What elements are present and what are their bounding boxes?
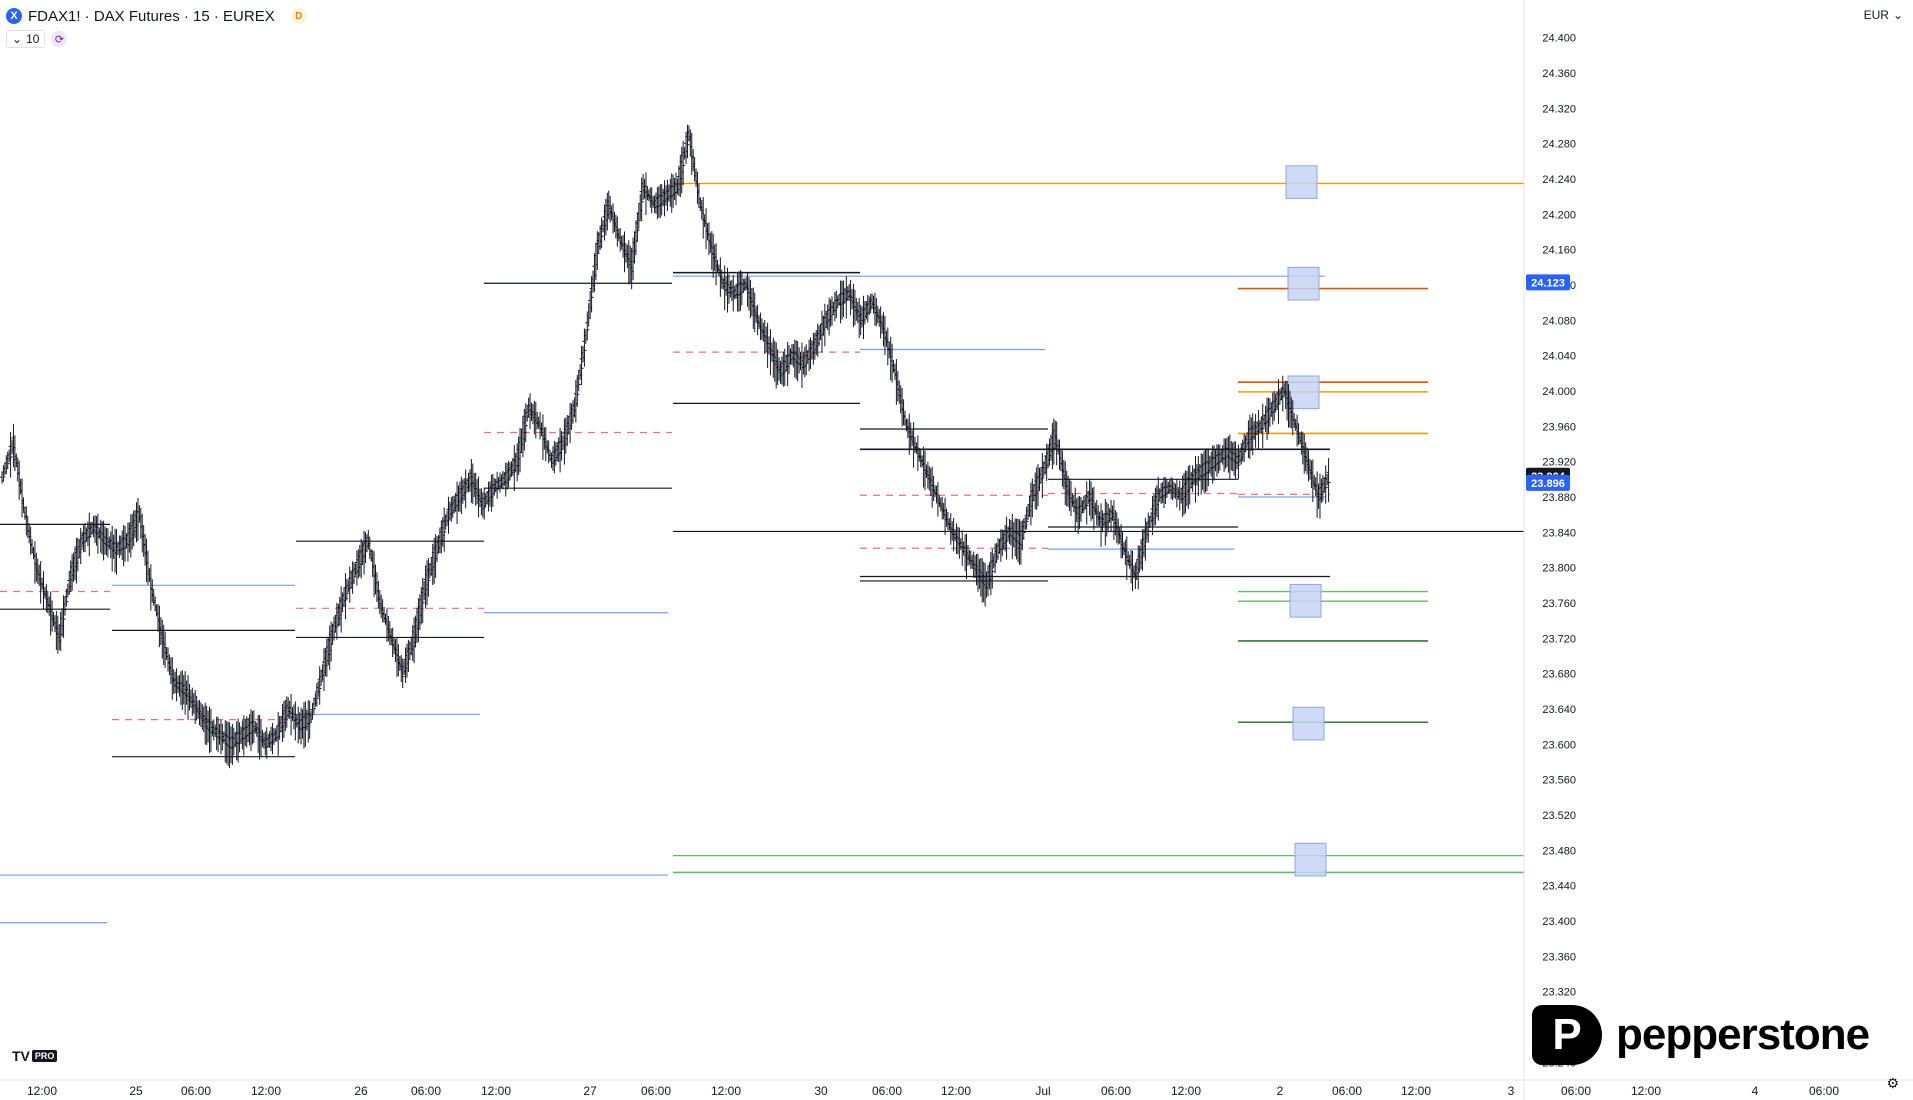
price-label-tag xyxy=(1526,274,1570,291)
x-tick-label: 3 xyxy=(1508,1084,1515,1098)
y-tick-label: 23.640 xyxy=(1542,704,1576,716)
y-tick-label: 24.200 xyxy=(1542,209,1576,221)
x-tick-label: 06:00 xyxy=(641,1084,671,1098)
zone-boxes xyxy=(1285,165,1327,877)
y-tick-label: 23.600 xyxy=(1542,739,1576,751)
currency-label: EUR xyxy=(1863,8,1889,22)
price-label-text: 24.123 xyxy=(1531,277,1565,289)
tv-mark: TV xyxy=(12,1048,30,1064)
y-tick-label: 24.080 xyxy=(1542,315,1576,327)
y-tick-label: 23.760 xyxy=(1542,598,1576,610)
x-tick-label: 06:00 xyxy=(181,1084,211,1098)
y-tick-label: 23.440 xyxy=(1542,881,1576,893)
y-tick-label: 23.880 xyxy=(1542,492,1576,504)
x-tick-label: 06:00 xyxy=(872,1084,902,1098)
x-tick-label: 12:00 xyxy=(27,1084,57,1098)
zone-box xyxy=(1294,842,1327,877)
x-tick-label: 30 xyxy=(814,1084,828,1098)
pro-badge: PRO xyxy=(31,1050,58,1062)
y-tick-label: 23.400 xyxy=(1542,916,1576,928)
y-tick-label: 23.680 xyxy=(1542,669,1576,681)
y-tick-label: 23.920 xyxy=(1542,457,1576,469)
price-label-text: 23.896 xyxy=(1531,478,1565,490)
x-tick-label: 2 xyxy=(1277,1084,1284,1098)
y-tick-label: 23.560 xyxy=(1542,775,1576,787)
y-tick-label: 24.360 xyxy=(1542,68,1576,80)
y-tick-label: 24.240 xyxy=(1542,174,1576,186)
chevron-down-icon: ⌄ xyxy=(1892,8,1903,22)
y-tick-label: 24.160 xyxy=(1542,245,1576,257)
indicator-row: ⌄ 10 ⟳ xyxy=(6,30,68,48)
data-badge-icon[interactable]: D xyxy=(290,8,307,24)
x-tick-label: 12:00 xyxy=(251,1084,281,1098)
x-tick-label: Jul xyxy=(1035,1084,1050,1098)
x-tick-label: 06:00 xyxy=(1101,1084,1131,1098)
tradingview-logo[interactable]: TV PRO xyxy=(12,1048,58,1064)
y-tick-label: 24.040 xyxy=(1542,351,1576,363)
x-tick-label: 06:00 xyxy=(1561,1084,1591,1098)
y-tick-label: 23.720 xyxy=(1542,633,1576,645)
x-tick-label: 06:00 xyxy=(1332,1084,1362,1098)
zone-box xyxy=(1292,706,1325,741)
y-tick-label: 23.360 xyxy=(1542,951,1576,963)
x-tick-label: 12:00 xyxy=(711,1084,741,1098)
x-tick-label: 26 xyxy=(354,1084,368,1098)
price-axis: 24.400 24.360 24.320 24.280 24.240 24.200 24.1… xyxy=(1523,0,1576,1100)
pepperstone-mark: P xyxy=(1532,1005,1602,1065)
pepperstone-logo: P pepperstone xyxy=(1532,1005,1870,1065)
volume-value: 10 xyxy=(26,32,40,46)
x-tick-label: 06:00 xyxy=(1809,1084,1839,1098)
chevron-down-icon: ⌄ xyxy=(12,32,23,46)
time-axis: 12:00 25 06:00 12:00 26 06:00 12:00 27 06:00 12:0… xyxy=(0,1079,1913,1098)
y-tick-label: 23.520 xyxy=(1542,810,1576,822)
x-tick-label: 12:00 xyxy=(1171,1084,1201,1098)
zone-box xyxy=(1289,583,1322,618)
chart-header: X FDAX1! · DAX Futures · 15 · EUREX D xyxy=(6,6,307,26)
volume-toggle[interactable]: ⌄ 10 xyxy=(6,30,46,48)
x-tick-label: 06:00 xyxy=(411,1084,441,1098)
y-tick-label: 23.480 xyxy=(1542,845,1576,857)
y-tick-label: 23.960 xyxy=(1542,421,1576,433)
y-tick-label: 24.280 xyxy=(1542,139,1576,151)
x-tick-label: 12:00 xyxy=(1401,1084,1431,1098)
symbol-logo-icon[interactable]: X xyxy=(6,8,22,24)
settings-gear-icon[interactable]: ⚙ xyxy=(1886,1075,1899,1091)
zone-box xyxy=(1287,266,1320,301)
symbol-title[interactable]: FDAX1! · DAX Futures · 15 · EUREX xyxy=(28,7,275,25)
y-tick-label: 24.400 xyxy=(1542,33,1576,45)
horizontal-levels xyxy=(0,182,1524,924)
y-tick-label: 24.000 xyxy=(1542,386,1576,398)
y-tick-label: 23.800 xyxy=(1542,563,1576,575)
currency-selector[interactable]: EUR ⌄ xyxy=(1864,8,1903,22)
x-tick-label: 27 xyxy=(583,1084,597,1098)
x-tick-label: 12:00 xyxy=(941,1084,971,1098)
price-label-tag xyxy=(1526,474,1570,491)
sync-icon[interactable]: ⟳ xyxy=(51,31,68,47)
y-tick-label: 23.840 xyxy=(1542,527,1576,539)
x-tick-label: 12:00 xyxy=(481,1084,511,1098)
x-tick-label: 25 xyxy=(129,1084,143,1098)
x-tick-label: 4 xyxy=(1752,1084,1759,1098)
x-tick-label: 12:00 xyxy=(1631,1084,1661,1098)
y-tick-label: 24.320 xyxy=(1542,103,1576,115)
zone-box xyxy=(1285,165,1318,199)
pepperstone-wordmark: pepperstone xyxy=(1616,1010,1870,1059)
price-bars xyxy=(0,124,1331,769)
y-tick-label: 23.320 xyxy=(1542,987,1576,999)
